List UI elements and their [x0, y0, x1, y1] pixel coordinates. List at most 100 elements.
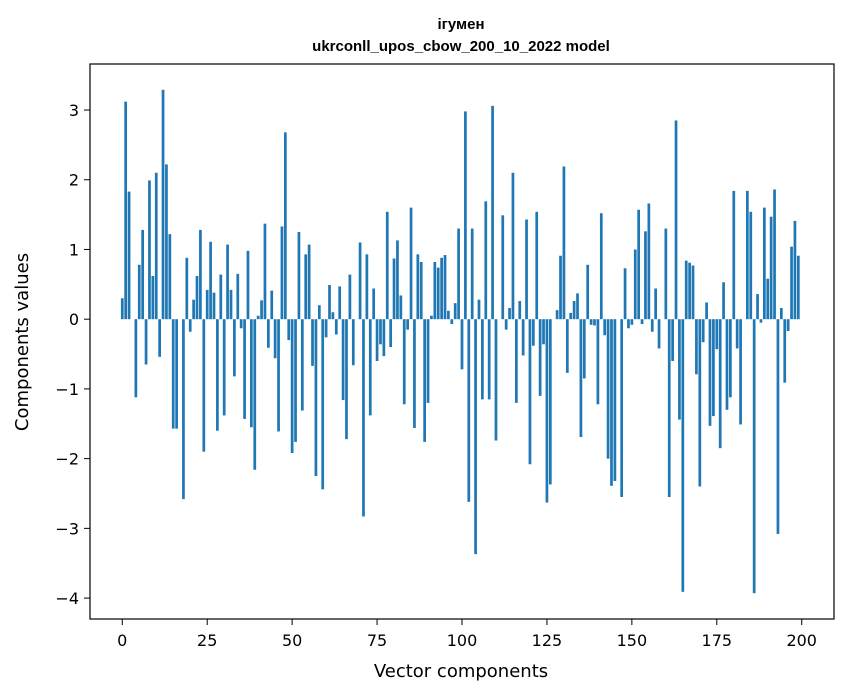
- bar-190: [766, 278, 770, 320]
- bar-196: [786, 319, 790, 332]
- x-tick-label-0: 0: [117, 631, 127, 650]
- x-tick-label-3: 75: [367, 631, 387, 650]
- bar-89: [423, 319, 426, 442]
- bar-107: [484, 201, 488, 320]
- bar-42: [263, 223, 267, 320]
- bar-194: [779, 308, 783, 320]
- bar-130: [562, 166, 566, 320]
- bar-175: [715, 319, 719, 350]
- y-tick-label-5: 1: [69, 240, 79, 259]
- bar-112: [501, 215, 505, 320]
- bar-108: [487, 319, 491, 400]
- bar-95: [443, 255, 447, 320]
- bar-75: [375, 319, 379, 362]
- bar-72: [365, 254, 369, 320]
- bar-28: [216, 319, 219, 431]
- bar-169: [695, 319, 698, 375]
- bar-114: [508, 308, 511, 320]
- bar-181: [735, 319, 739, 349]
- bar-138: [589, 319, 593, 325]
- bar-144: [610, 319, 613, 486]
- bar-37: [246, 250, 250, 320]
- bar-134: [576, 293, 579, 320]
- bar-80: [392, 258, 396, 320]
- bar-32: [229, 289, 233, 320]
- y-tick-label-7: 3: [69, 101, 79, 120]
- bar-0: [120, 298, 124, 320]
- bar-56: [311, 319, 314, 366]
- bar-153: [640, 319, 644, 325]
- bar-176: [718, 319, 722, 449]
- bar-35: [239, 319, 243, 329]
- x-axis-label: Vector components: [374, 661, 548, 682]
- bar-122: [535, 211, 539, 320]
- bar-162: [671, 319, 674, 362]
- bar-104: [474, 319, 477, 555]
- bar-105: [477, 299, 481, 320]
- bar-91: [430, 315, 433, 320]
- bar-195: [783, 319, 787, 383]
- bar-4: [134, 319, 138, 398]
- bar-19: [185, 257, 189, 320]
- bar-59: [321, 319, 325, 490]
- bar-34: [236, 273, 240, 320]
- bar-36: [243, 319, 246, 419]
- bar-47: [280, 226, 284, 320]
- bar-5: [137, 264, 141, 320]
- bar-118: [521, 319, 525, 356]
- bar-151: [633, 249, 637, 320]
- bar-88: [419, 262, 423, 320]
- bar-60: [324, 319, 328, 338]
- bar-10: [154, 172, 158, 320]
- bar-154: [644, 231, 647, 320]
- bar-76: [379, 319, 382, 345]
- bar-100: [460, 319, 464, 370]
- bar-68: [351, 319, 355, 366]
- bar-86: [413, 319, 416, 428]
- bar-135: [579, 319, 583, 438]
- bar-172: [705, 302, 708, 320]
- bar-142: [603, 319, 607, 336]
- bar-148: [623, 268, 627, 320]
- bar-99: [457, 228, 460, 320]
- bar-25: [205, 289, 209, 320]
- bar-20: [188, 319, 192, 332]
- bar-145: [613, 319, 617, 481]
- x-tick-label-7: 175: [702, 631, 733, 650]
- bar-137: [586, 264, 590, 320]
- bar-44: [270, 290, 274, 320]
- bar-83: [402, 319, 406, 405]
- bar-101: [464, 111, 467, 320]
- bar-160: [664, 228, 668, 320]
- bar-177: [722, 282, 725, 320]
- y-tick-label-1: −3: [55, 519, 79, 538]
- bar-66: [345, 319, 348, 440]
- bar-158: [657, 319, 661, 349]
- bar-123: [538, 319, 542, 396]
- bar-71: [362, 319, 365, 517]
- plot-frame: [89, 63, 835, 620]
- x-tick-label-1: 25: [197, 631, 217, 650]
- bar-31: [226, 244, 229, 320]
- x-axis-ticks: 0 25 50 75 100 125 150 175 200: [117, 619, 817, 650]
- bar-167: [688, 262, 691, 320]
- y-tick-label-4: 0: [69, 310, 79, 329]
- bar-78: [385, 211, 389, 320]
- bar-120: [528, 319, 532, 465]
- bar-126: [548, 319, 552, 485]
- bar-128: [555, 310, 559, 320]
- bar-140: [596, 319, 600, 405]
- bar-24: [202, 319, 206, 452]
- bar-43: [267, 319, 270, 348]
- bar-62: [331, 312, 335, 320]
- bar-58: [317, 305, 321, 320]
- bar-63: [334, 319, 338, 335]
- y-axis-ticks: −4 −3 −2 −1 0 1 2 3: [55, 101, 90, 608]
- bar-22: [195, 275, 199, 320]
- bar-7: [144, 319, 148, 365]
- bar-45: [273, 319, 277, 359]
- bar-50: [290, 319, 294, 454]
- bar-152: [637, 209, 641, 320]
- bar-96: [447, 310, 450, 320]
